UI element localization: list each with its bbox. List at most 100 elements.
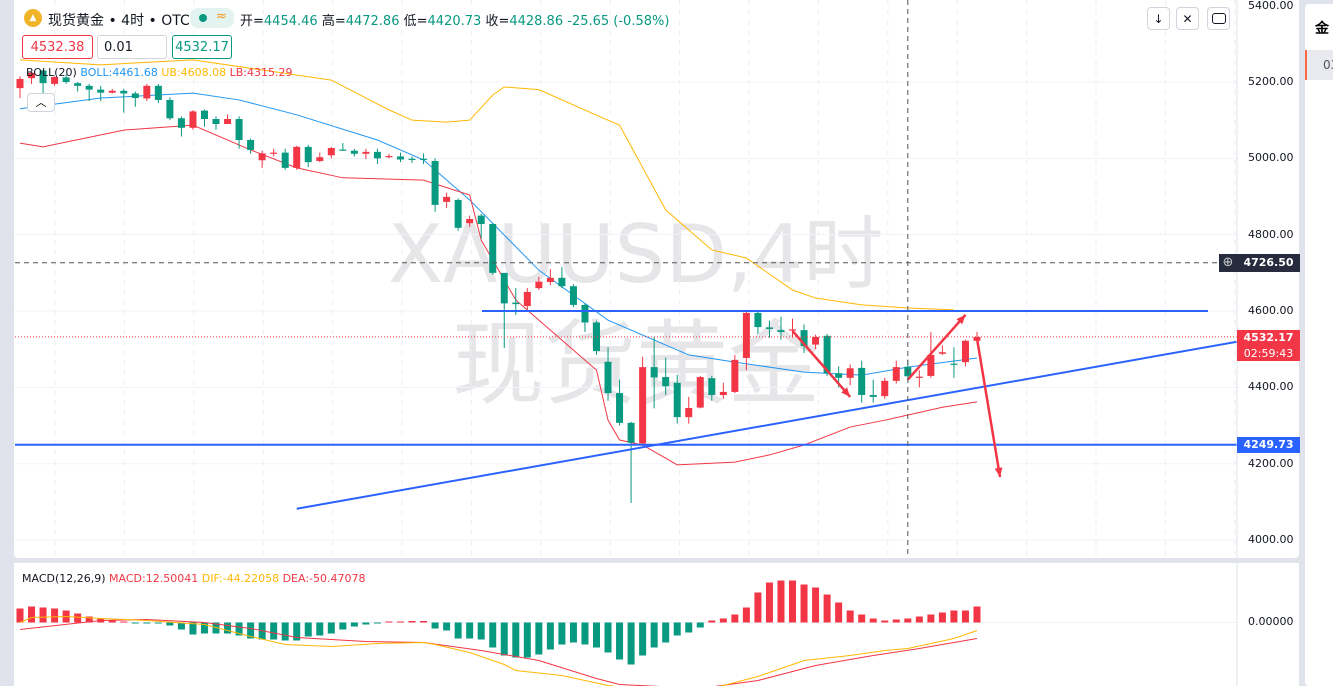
candle <box>339 143 347 151</box>
add-alert-icon[interactable]: ⊕ <box>1219 254 1237 272</box>
candle-body <box>270 152 278 154</box>
candle-body <box>581 304 589 323</box>
side-panel-tab[interactable]: 03 <box>1305 50 1333 80</box>
macd-legend[interactable]: MACD(12,26,9) MACD:12.50041 DIF:-44.2205… <box>22 572 366 585</box>
macd-histogram-bar <box>500 622 508 656</box>
macd-histogram-bar <box>270 622 278 640</box>
candle-body <box>627 422 635 443</box>
macd-histogram-bar <box>108 620 116 623</box>
candle-body <box>316 157 324 162</box>
macd-histogram-bar <box>420 621 428 623</box>
macd-histogram-bar <box>431 622 439 629</box>
symbol-title[interactable]: 现货黄金 • 4时 • OTC <box>48 13 190 29</box>
candle <box>385 153 393 159</box>
market-status-badge[interactable]: ≈ <box>190 8 234 28</box>
candle-body <box>62 77 70 82</box>
candle-body <box>431 161 439 205</box>
macd-histogram-bar <box>477 622 485 640</box>
candle-body <box>454 199 462 228</box>
candle-body <box>535 281 543 289</box>
candle-body <box>892 367 900 381</box>
macd-histogram-bar <box>639 622 647 656</box>
candle <box>270 148 278 157</box>
collapse-button[interactable]: ✕ <box>1176 7 1199 30</box>
symbol-logo: ▲ <box>24 9 42 27</box>
candle <box>523 288 531 312</box>
candle <box>892 360 900 384</box>
candle-body <box>823 335 831 374</box>
candle <box>535 276 543 291</box>
candle-body <box>835 373 843 378</box>
macd-histogram-bar <box>812 587 820 623</box>
candle-body <box>777 330 785 333</box>
macd-histogram-bar <box>327 622 335 634</box>
collapse-indicators-button[interactable]: ︿ <box>27 93 55 112</box>
candle-body <box>189 111 197 128</box>
candle-body <box>235 119 243 141</box>
candle <box>16 76 24 99</box>
boll-legend[interactable]: BOLL(20) BOLL:4461.68 UB:4608.08 LB:4315… <box>26 66 293 79</box>
price-axis-tick: 4400.00 <box>1248 380 1294 394</box>
candle <box>789 318 797 338</box>
candle-body <box>304 146 312 163</box>
price-axis-tick: 4600.00 <box>1248 304 1294 318</box>
macd-histogram-bar <box>443 622 451 631</box>
candle-body <box>961 340 969 363</box>
macd-histogram-bar <box>696 622 704 628</box>
macd-histogram-bar <box>16 608 24 623</box>
candle <box>454 198 462 231</box>
sell-button[interactable]: 4532.38 <box>22 35 93 59</box>
candle <box>546 269 554 286</box>
macd-histogram-bar <box>685 622 693 633</box>
dif-value: DIF:-44.22058 <box>201 572 280 585</box>
macd-histogram-bar <box>304 622 312 637</box>
side-panel-title: 金 <box>1315 21 1329 37</box>
candle <box>569 284 577 308</box>
macd-value: MACD:12.50041 <box>109 572 199 585</box>
main-chart-panel[interactable] <box>14 0 1299 558</box>
candle-body <box>719 391 727 395</box>
candle <box>466 215 474 228</box>
arrow-head <box>956 314 966 325</box>
buy-button[interactable]: 4532.17 <box>172 35 232 59</box>
candle <box>293 145 301 170</box>
candle-body <box>639 367 647 444</box>
macd-chart[interactable] <box>0 0 1300 686</box>
macd-histogram-bar <box>719 618 727 623</box>
candle <box>420 153 428 165</box>
change-value: -25.65 (-0.58%) <box>567 14 670 29</box>
candle-body <box>489 223 497 273</box>
candle <box>604 347 612 401</box>
collapse-icon: ✕ <box>1182 11 1193 26</box>
candle-body <box>385 156 393 158</box>
macd-histogram-bar <box>281 622 289 641</box>
price-chart[interactable] <box>0 0 1300 558</box>
candle-body <box>881 380 889 397</box>
candle-body <box>604 361 612 394</box>
macd-histogram-bar <box>927 614 935 623</box>
arrow-down-button[interactable]: ↓ <box>1147 7 1170 30</box>
candle-body <box>281 152 289 168</box>
close-label: 收= <box>485 14 510 29</box>
candle-body <box>500 272 508 304</box>
macd-histogram-bar <box>881 620 889 623</box>
candle-body <box>558 277 566 287</box>
macd-histogram-bar <box>523 622 531 658</box>
maximize-button[interactable] <box>1207 7 1230 30</box>
macd-histogram-bar <box>408 621 416 623</box>
candle-body <box>742 312 750 358</box>
macd-histogram-bar <box>546 622 554 650</box>
macd-histogram-bar <box>650 622 658 648</box>
macd-histogram-bar <box>339 622 347 630</box>
candle <box>62 74 70 84</box>
macd-histogram-bar <box>777 580 785 623</box>
macd-histogram-bar <box>662 622 670 643</box>
macd-histogram-bar <box>224 622 232 634</box>
candle <box>189 110 197 130</box>
candle-body <box>812 336 820 345</box>
approx-wave-icon: ≈ <box>216 9 227 24</box>
candle <box>304 144 312 168</box>
candle <box>212 116 220 130</box>
quantity-input[interactable]: 0.01 <box>97 35 167 59</box>
boll-lower-band <box>19 124 978 466</box>
